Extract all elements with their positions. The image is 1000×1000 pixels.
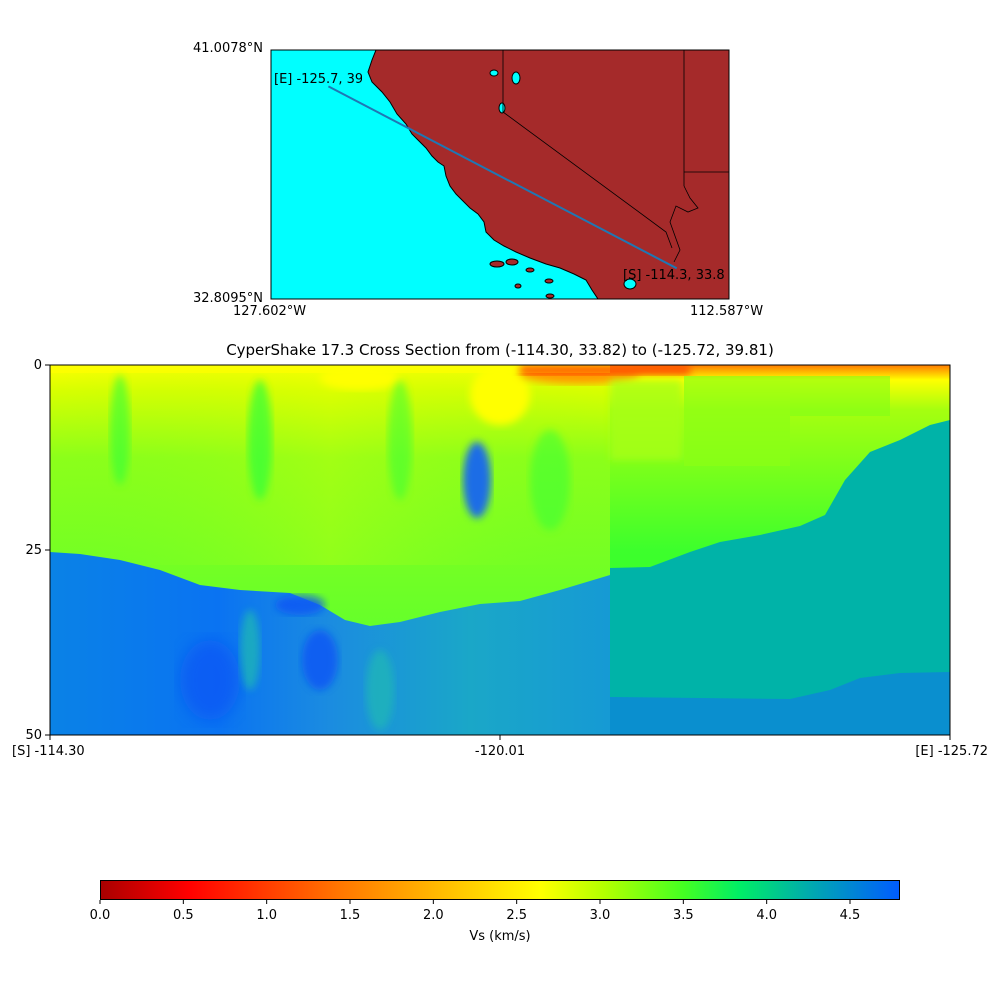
colorbar-tick-label: 3.5 bbox=[672, 908, 694, 923]
x-tick-label-end: [E] -125.72 bbox=[915, 744, 988, 759]
lake bbox=[623, 278, 637, 290]
colorbar-gradient bbox=[100, 880, 900, 900]
colorbar-tick-label: 1.0 bbox=[256, 908, 277, 923]
surface-layer-east bbox=[520, 365, 690, 375]
depth-tick-label: 25 bbox=[25, 543, 42, 558]
lower-crust-anomaly bbox=[302, 630, 338, 690]
colorbar-tick-label: 3.0 bbox=[589, 908, 611, 923]
island bbox=[489, 260, 505, 268]
surface-layer bbox=[50, 365, 610, 373]
map-lon-right-label: 112.587°W bbox=[690, 304, 764, 319]
colorbar-tick-label: 2.0 bbox=[422, 908, 444, 923]
east-slab bbox=[610, 380, 682, 460]
x-tick-label-mid: -120.01 bbox=[474, 744, 526, 759]
lower-crust-anomaly bbox=[180, 640, 240, 720]
map-start-point-label: [S] -114.3, 33.8 bbox=[623, 269, 725, 282]
depth-tick-label: 0 bbox=[33, 358, 42, 373]
crust-striation bbox=[530, 430, 570, 530]
cross-section-title: CyperShake 17.3 Cross Section from (-114… bbox=[226, 341, 774, 359]
map-frame bbox=[270, 49, 730, 300]
map-lat-top-label: 41.0078°N bbox=[193, 41, 263, 56]
colorbar-tick-label: 0.5 bbox=[172, 908, 194, 923]
colorbar-tick-label: 0.0 bbox=[89, 908, 111, 923]
lower-crust-anomaly bbox=[366, 650, 394, 730]
colorbar-tick-label: 4.0 bbox=[756, 908, 777, 923]
map-lon-left-label: 127.602°W bbox=[233, 304, 307, 319]
velocity-heatmap bbox=[50, 365, 950, 735]
lower-crust-anomaly bbox=[240, 610, 260, 690]
colorbar-tick-label: 4.5 bbox=[839, 908, 861, 923]
x-tick-label-start: [S] -114.30 bbox=[12, 744, 85, 759]
lake bbox=[498, 102, 506, 114]
colorbar-tick-label: 2.5 bbox=[506, 908, 527, 923]
crust-striation bbox=[110, 375, 130, 485]
island bbox=[544, 278, 554, 284]
map-land bbox=[367, 50, 729, 299]
colorbar-label: Vs (km/s) bbox=[469, 929, 531, 944]
map-lat-bottom-label: 32.8095°N bbox=[193, 291, 263, 306]
river-border bbox=[669, 185, 699, 263]
crust-striation bbox=[388, 380, 412, 500]
east-slab bbox=[790, 376, 890, 416]
map-end-point-label: [E] -125.7, 39.8 bbox=[274, 73, 362, 86]
lake bbox=[511, 71, 521, 85]
colorbar-tick-label: 1.5 bbox=[339, 908, 361, 923]
island bbox=[505, 258, 519, 266]
cross-section-track-line bbox=[327, 85, 678, 270]
crust-striation bbox=[248, 380, 272, 500]
island bbox=[545, 293, 555, 299]
mantle-east bbox=[610, 672, 950, 735]
sediment-anomaly bbox=[470, 365, 530, 425]
east-slab bbox=[684, 376, 790, 466]
island bbox=[525, 267, 535, 273]
depth-tick-label: 50 bbox=[25, 728, 42, 743]
island bbox=[514, 283, 522, 289]
state-border bbox=[502, 50, 673, 249]
low-velocity-blue-anomaly bbox=[463, 442, 491, 518]
lower-crust-east bbox=[610, 420, 950, 735]
lake bbox=[489, 69, 499, 77]
lower-crust-anomaly bbox=[275, 595, 325, 615]
